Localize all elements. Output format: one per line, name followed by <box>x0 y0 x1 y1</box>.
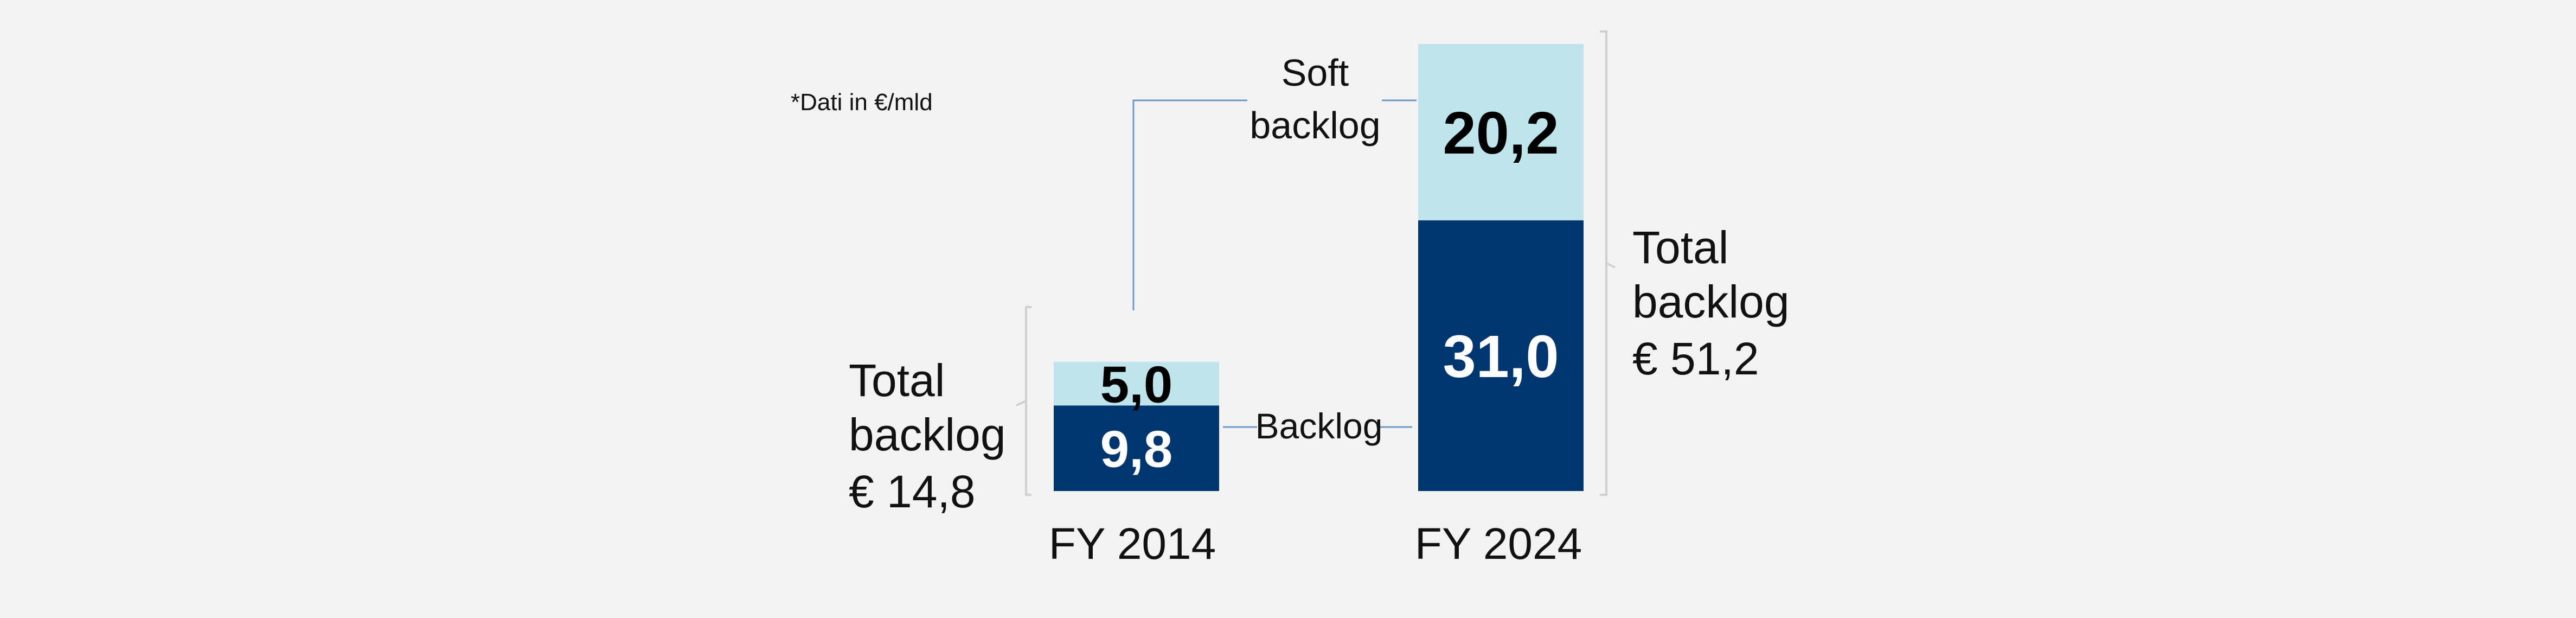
bar-backlog-fy-2024 <box>1418 220 1584 491</box>
total-label-2024-line3: € 51,2 <box>1632 333 1759 384</box>
category-label-fy2014: FY 2014 <box>1049 519 1216 569</box>
data-label-backlog-fy-2014: 9,8 <box>1100 421 1172 479</box>
soft-backlog-connector <box>1132 99 1417 310</box>
bar-soft-backlog-fy-2014 <box>1054 361 1219 406</box>
data-label-soft-backlog-fy-2024: 20,2 <box>1443 100 1559 167</box>
total-label-2024-line1: Total <box>1632 222 1728 273</box>
total-label-2014-line2: backlog <box>849 409 1006 460</box>
total-label-2014-line1: Total <box>849 355 945 406</box>
total-label-2024-line2: backlog <box>1632 276 1790 327</box>
data-label-backlog-fy-2024: 31,0 <box>1443 323 1559 390</box>
category-label-fy2024: FY 2024 <box>1415 519 1582 569</box>
soft-backlog-label-line1: Soft <box>1281 52 1349 94</box>
total-bracket-2024 <box>1600 30 1616 496</box>
backlog-label: Backlog <box>1255 406 1383 446</box>
data-label-soft-backlog-fy-2014: 5,0 <box>1100 356 1172 414</box>
bars-group: 9,8 5,0 31,0 20,2 <box>1054 44 1584 491</box>
total-label-2014-line3: € 14,8 <box>849 466 976 517</box>
total-bracket-2014 <box>1016 306 1031 496</box>
units-note: *Dati in €/mld <box>791 89 933 116</box>
bar-backlog-fy-2014 <box>1054 405 1219 491</box>
bar-soft-backlog-fy-2024 <box>1418 44 1584 221</box>
soft-backlog-label-line2: backlog <box>1249 104 1380 146</box>
